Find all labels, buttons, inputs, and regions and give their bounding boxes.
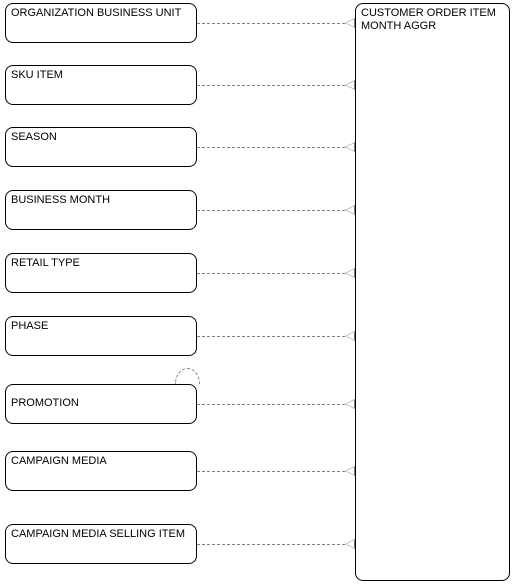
arrowhead-icon	[345, 331, 355, 341]
entity-campaign-media: CAMPAIGN MEDIA	[5, 451, 197, 491]
arrowhead-icon	[345, 18, 355, 28]
arrowhead-icon	[345, 268, 355, 278]
arrowhead-icon	[345, 80, 355, 90]
entity-label: SKU ITEM	[11, 69, 63, 81]
arrowhead-icon	[345, 539, 355, 549]
entity-season: SEASON	[5, 127, 197, 167]
edge	[197, 471, 345, 472]
arrowhead-icon	[345, 205, 355, 215]
entity-promotion: PROMOTION	[5, 384, 197, 424]
entity-label: BUSINESS MONTH	[11, 194, 110, 206]
arrowhead-icon	[345, 399, 355, 409]
entity-org-business-unit: ORGANIZATION BUSINESS UNIT	[5, 3, 197, 43]
entity-customer-order-item-month-aggr: CUSTOMER ORDER ITEM MONTH AGGR	[355, 3, 510, 581]
entity-campaign-media-selling-item: CAMPAIGN MEDIA SELLING ITEM	[5, 524, 197, 564]
entity-label: RETAIL TYPE	[11, 257, 80, 269]
arrowhead-icon	[345, 466, 355, 476]
edge	[197, 23, 345, 24]
entity-label: PHASE	[11, 320, 48, 332]
edge	[197, 544, 345, 545]
entity-business-month: BUSINESS MONTH	[5, 190, 197, 230]
entity-label: ORGANIZATION BUSINESS UNIT	[11, 7, 181, 19]
self-loop-promotion	[175, 368, 200, 384]
entity-sku-item: SKU ITEM	[5, 65, 197, 105]
entity-label: CAMPAIGN MEDIA SELLING ITEM	[11, 528, 185, 540]
arrowhead-icon	[345, 142, 355, 152]
entity-label: CAMPAIGN MEDIA	[11, 455, 107, 467]
edge	[197, 404, 345, 405]
edge	[197, 85, 345, 86]
entity-label: PROMOTION	[11, 397, 79, 409]
entity-phase: PHASE	[5, 316, 197, 356]
entity-retail-type: RETAIL TYPE	[5, 253, 197, 293]
edge	[197, 336, 345, 337]
entity-label: SEASON	[11, 131, 57, 143]
diagram-canvas: CUSTOMER ORDER ITEM MONTH AGGR ORGANIZAT…	[0, 0, 513, 584]
edge	[197, 210, 345, 211]
entity-label: CUSTOMER ORDER ITEM MONTH AGGR	[361, 7, 496, 32]
edge	[197, 273, 345, 274]
edge	[197, 147, 345, 148]
